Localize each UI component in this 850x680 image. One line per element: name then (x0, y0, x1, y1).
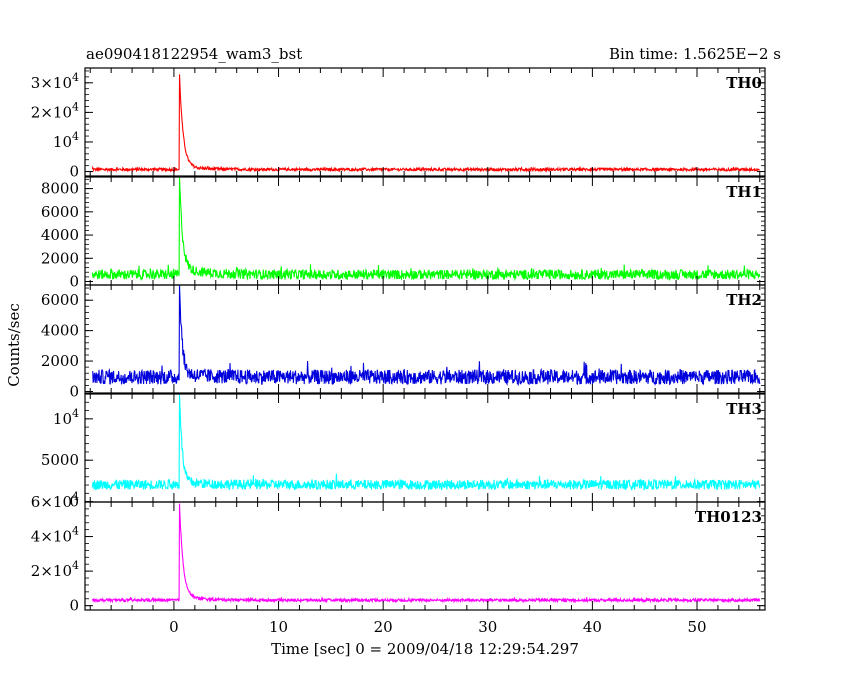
panel-label-th1: TH1 (726, 183, 762, 201)
x-tick-label: 50 (687, 618, 706, 636)
y-tick-label: 0 (69, 382, 79, 400)
y-tick-label: 0 (69, 597, 79, 615)
y-tick-label: 4000 (41, 226, 79, 244)
series-line-th3 (91, 393, 761, 492)
bin-time-label: Bin time: 1.5625E−2 s (609, 45, 781, 63)
x-tick-label: 30 (478, 618, 497, 636)
y-tick-label: 104 (53, 130, 79, 151)
y-tick-label: 0 (69, 493, 79, 511)
panel-label-th3: TH3 (726, 400, 762, 418)
y-tick-label: 4000 (41, 322, 79, 340)
y-tick-label: 6000 (41, 291, 79, 309)
y-tick-label: 2000 (41, 249, 79, 267)
panel-label-th0: TH0 (726, 74, 762, 92)
chart-title: ae090418122954_wam3_bst (86, 45, 302, 63)
y-tick-label: 104 (53, 407, 79, 428)
panel-frame-th0123 (84, 501, 766, 611)
y-tick-label: 6000 (41, 203, 79, 221)
y-tick-label: 2×104 (31, 100, 79, 121)
x-tick-label: 40 (583, 618, 602, 636)
panel-frame-th0 (84, 67, 766, 177)
y-tick-label: 2×104 (31, 559, 79, 580)
series-line-th1 (91, 176, 761, 282)
panel-label-th2: TH2 (726, 291, 762, 309)
y-tick-label: 6×104 (31, 490, 79, 511)
series-line-th2 (92, 284, 761, 387)
y-tick-label: 0 (69, 163, 79, 181)
y-axis-label: Counts/sec (5, 303, 23, 387)
y-tick-label: 0 (69, 273, 79, 291)
y-tick-label: 4×104 (31, 525, 79, 546)
y-tick-label: 5000 (41, 451, 79, 469)
panel-label-th0123: TH0123 (695, 508, 762, 526)
y-tick-label: 8000 (41, 180, 79, 198)
x-tick-label: 10 (269, 618, 288, 636)
y-tick-label: 3×104 (31, 71, 79, 92)
series-line-th0 (91, 74, 760, 173)
x-tick-label: 0 (169, 618, 179, 636)
x-tick-label: 20 (374, 618, 393, 636)
x-axis-label: Time [sec] 0 = 2009/04/18 12:29:54.297 (271, 640, 579, 658)
panel-frame-th1 (84, 176, 766, 286)
y-tick-label: 2000 (41, 352, 79, 370)
series-line-th0123 (91, 503, 761, 604)
